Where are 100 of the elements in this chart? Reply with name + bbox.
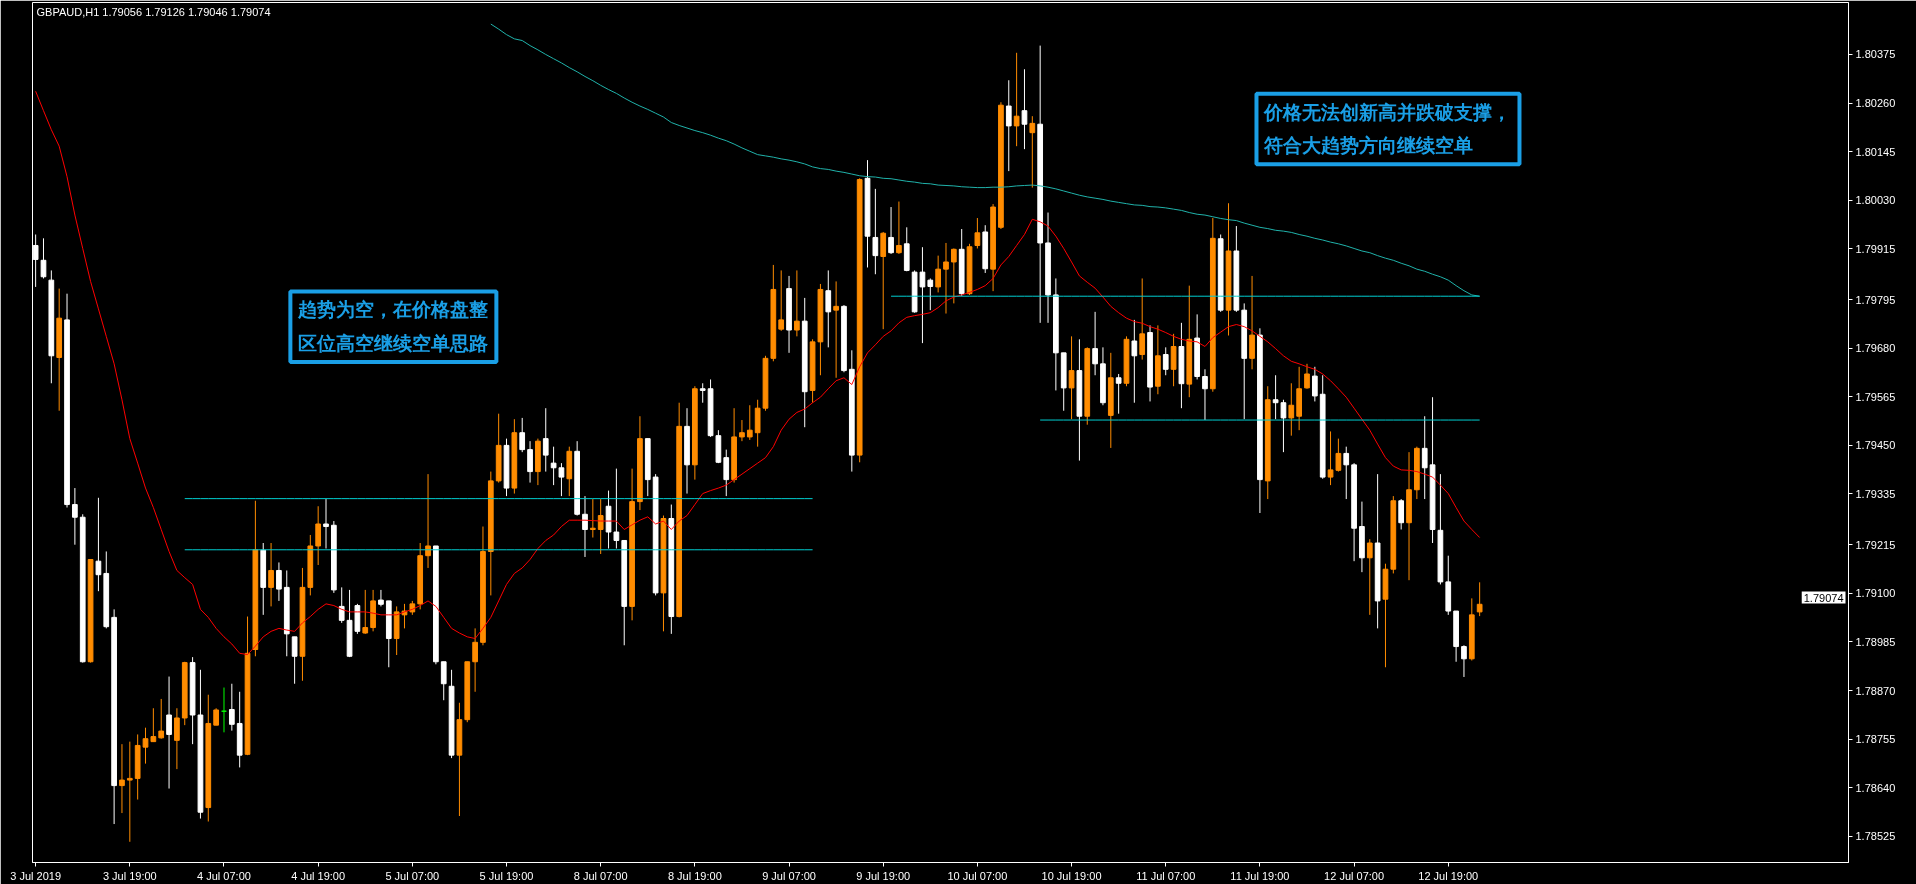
x-tick-label: 8 Jul 19:00	[667, 869, 722, 882]
y-tick-label: 1.78640	[1855, 781, 1896, 794]
candlestick	[872, 188, 879, 275]
candlestick	[1202, 368, 1208, 421]
x-tick-label: 8 Jul 07:00	[573, 869, 628, 882]
candlestick	[943, 242, 949, 315]
candlestick	[1421, 415, 1428, 500]
x-tick-label: 10 Jul 07:00	[947, 869, 1008, 882]
y-tick-label: 1.80260	[1855, 97, 1896, 110]
x-tick-label: 3 Jul 19:00	[102, 869, 157, 882]
candlestick	[974, 217, 981, 249]
x-tick-label: 3 Jul 2019	[10, 869, 62, 882]
candlestick	[228, 683, 235, 732]
candlestick	[597, 498, 604, 555]
candlestick	[1335, 438, 1342, 473]
candlestick	[558, 462, 565, 497]
candlestick	[362, 589, 369, 635]
y-tick-label: 1.79915	[1855, 242, 1896, 255]
y-tick-label: 1.80145	[1855, 145, 1896, 158]
candlestick	[72, 487, 78, 546]
candlestick	[723, 449, 730, 497]
y-tick-label: 1.78870	[1855, 684, 1896, 697]
candlestick	[1068, 335, 1075, 420]
candlestick	[338, 586, 345, 624]
candlestick	[699, 382, 706, 404]
candlestick	[1115, 373, 1122, 415]
x-tick-label: 9 Jul 19:00	[856, 869, 911, 882]
x-tick-label: 4 Jul 07:00	[197, 869, 251, 882]
y-tick-label: 1.79335	[1855, 487, 1896, 500]
candlestick	[888, 206, 894, 255]
candlestick	[158, 698, 165, 740]
candlestick	[1461, 644, 1467, 678]
candlestick	[425, 473, 431, 569]
candlestick	[1311, 366, 1318, 402]
candlestick	[1272, 374, 1279, 420]
candlestick	[582, 495, 588, 558]
chart-title: GBPAUD,H1 1.79056 1.79126 1.79046 1.79074	[36, 5, 271, 18]
candlestick	[1170, 333, 1177, 387]
candlestick	[589, 498, 596, 539]
candlestick	[1131, 319, 1138, 404]
candlestick	[1021, 68, 1028, 150]
x-tick-label: 11 Jul 19:00	[1230, 869, 1290, 882]
candlestick	[519, 417, 526, 453]
candlestick	[1005, 79, 1012, 172]
y-tick-label: 1.80375	[1855, 48, 1896, 61]
candlestick	[291, 636, 298, 685]
candlestick	[126, 741, 133, 843]
candlestick	[1013, 52, 1020, 147]
y-tick-label: 1.78755	[1855, 733, 1896, 746]
candlestick	[935, 255, 941, 293]
candlestick	[778, 269, 785, 332]
candlestick	[378, 589, 384, 607]
y-tick-label: 1.79215	[1855, 538, 1896, 551]
y-tick-label: 1.79565	[1855, 390, 1896, 403]
candlestick	[1029, 115, 1036, 189]
candlestick	[1162, 346, 1169, 376]
candlestick	[1366, 538, 1373, 616]
candlestick	[739, 419, 745, 442]
x-tick-label: 5 Jul 07:00	[385, 869, 440, 882]
candlestick	[268, 542, 274, 607]
candlestick	[794, 269, 800, 337]
candlestick	[950, 247, 957, 304]
candlestick	[315, 505, 322, 566]
candlestick	[825, 269, 832, 348]
y-tick-label: 1.78985	[1855, 635, 1896, 648]
candlestick	[276, 561, 282, 602]
x-tick-label: 5 Jul 19:00	[479, 869, 534, 882]
candlestick	[472, 627, 478, 693]
candlestick	[1139, 277, 1146, 361]
x-tick-label: 10 Jul 19:00	[1041, 869, 1102, 882]
annotation: 价格无法创新高并跌破支撑，符合大趋势方向继续空单	[1263, 101, 1512, 157]
x-tick-label: 11 Jul 07:00	[1136, 869, 1196, 882]
y-tick-label: 1.79795	[1855, 293, 1896, 306]
candlestick	[1092, 311, 1098, 376]
candlestick	[1288, 382, 1295, 437]
candlestick	[880, 231, 887, 330]
candlestick	[95, 497, 102, 592]
candlestick	[896, 201, 902, 255]
candlestick	[166, 676, 172, 790]
y-tick-label: 1.79450	[1855, 439, 1896, 452]
candlestick	[527, 440, 533, 484]
y-tick-label: 1.79100	[1855, 587, 1896, 600]
text: 1.79074	[1803, 591, 1844, 604]
candlestick	[323, 498, 329, 549]
y-tick-label: 1.78525	[1855, 830, 1896, 843]
x-tick-label: 4 Jul 19:00	[291, 869, 346, 882]
candlestick	[119, 743, 125, 814]
y-tick-label: 1.80030	[1855, 194, 1896, 207]
candlestick	[1327, 430, 1334, 486]
candlestick	[40, 237, 47, 279]
candlestick	[550, 446, 557, 486]
candlestick	[746, 404, 753, 441]
annotation: 趋势为空，在价格盘整区位高空继续空单思路	[297, 299, 489, 355]
x-tick-label: 12 Jul 07:00	[1324, 869, 1385, 882]
candlestick	[174, 707, 180, 770]
candlestick	[542, 407, 549, 473]
candlestick	[440, 661, 447, 701]
x-tick-label: 9 Jul 07:00	[762, 869, 816, 882]
candlestick	[1280, 399, 1287, 453]
y-tick-label: 1.79680	[1855, 342, 1896, 355]
